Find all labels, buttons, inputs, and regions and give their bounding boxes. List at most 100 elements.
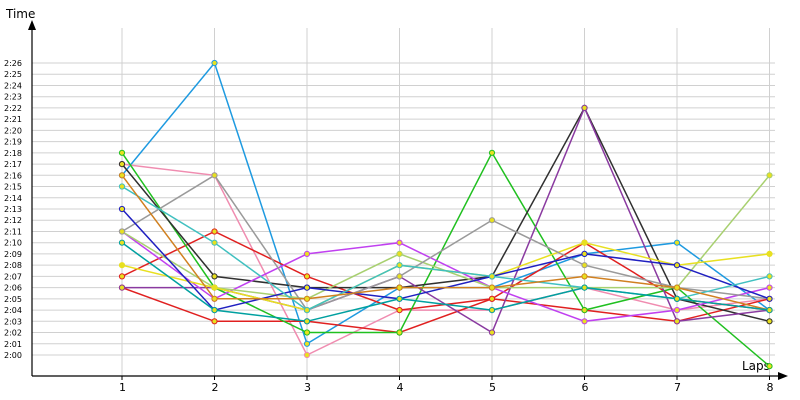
y-axis-arrow-icon: [28, 20, 36, 30]
data-point: [766, 295, 773, 302]
series-15: [118, 239, 773, 325]
data-point: [581, 104, 588, 112]
data-point: [396, 284, 403, 291]
series-2: [118, 161, 773, 359]
y-tick-label: 2:02: [4, 329, 22, 338]
axis-layer: Time Laps: [5, 7, 788, 380]
x-tick-label: 7: [674, 381, 681, 394]
data-point: [766, 250, 773, 257]
data-point: [581, 262, 588, 269]
data-point: [118, 172, 126, 179]
y-tick-label: 2:07: [4, 272, 22, 281]
data-point: [673, 318, 681, 325]
data-point: [211, 273, 218, 280]
data-point: [118, 262, 126, 269]
data-point: [488, 149, 496, 156]
series-line: [121, 174, 771, 300]
series-line: [121, 61, 770, 345]
y-tick-label: 2:19: [4, 138, 22, 147]
data-point: [211, 295, 218, 302]
y-tick-label: 2:11: [4, 227, 22, 236]
data-point: [118, 273, 126, 280]
x-tick-label: 5: [489, 381, 496, 394]
data-point: [303, 284, 311, 291]
tick-layer: 2:00 2:01 2:02 2:03 2:04 2:05 2:06 2:07 2:08 2:09…: [4, 59, 774, 394]
y-tick-label: 2:15: [4, 183, 22, 192]
data-point: [673, 262, 681, 269]
data-point: [488, 329, 496, 336]
y-tick-label: 2:09: [4, 250, 22, 259]
data-point: [303, 273, 311, 280]
data-point: [581, 307, 588, 314]
y-tick-label: 2:21: [4, 115, 22, 124]
data-point: [766, 172, 773, 179]
data-point: [211, 239, 218, 246]
data-point: [766, 307, 773, 314]
data-point: [488, 273, 496, 280]
data-point: [396, 307, 403, 314]
data-point: [766, 318, 773, 325]
y-tick-label: 2:00: [4, 351, 22, 360]
data-point: [211, 284, 218, 291]
series-line: [121, 174, 770, 312]
data-point: [211, 172, 218, 179]
series-1: [118, 59, 773, 347]
x-tick-label: 2: [212, 381, 219, 394]
data-point: [396, 273, 403, 280]
series-5: [118, 149, 773, 370]
y-tick-label: 2:08: [4, 261, 22, 270]
data-point: [303, 295, 311, 302]
data-point: [118, 205, 126, 213]
x-tick-label: 4: [397, 381, 404, 394]
data-point: [303, 318, 311, 325]
series-line: [121, 208, 770, 311]
y-tick-label: 2:25: [4, 70, 22, 79]
data-point: [581, 250, 588, 257]
y-tick-label: 2:17: [4, 160, 22, 169]
y-tick-label: 2:22: [4, 104, 22, 113]
data-point: [211, 228, 218, 235]
y-tick-label: 2:14: [4, 194, 22, 203]
x-tick-label: 6: [582, 381, 589, 394]
data-point: [766, 273, 773, 280]
series-6: [118, 104, 773, 325]
y-tick-label: 2:18: [4, 149, 22, 158]
data-point: [581, 318, 588, 325]
y-tick-label: 2:01: [4, 340, 22, 349]
data-point: [581, 273, 588, 280]
data-point: [118, 161, 126, 168]
data-point: [303, 250, 311, 257]
data-point: [118, 239, 126, 246]
y-tick-label: 2:16: [4, 171, 22, 180]
series-line: [121, 106, 770, 323]
data-point: [396, 262, 403, 269]
data-point: [303, 340, 311, 347]
series-line: [121, 242, 770, 323]
data-point: [488, 284, 496, 291]
data-point: [118, 284, 126, 291]
data-point: [673, 295, 681, 302]
data-point: [581, 284, 588, 291]
data-point: [303, 307, 311, 314]
x-axis-label: Laps: [742, 359, 770, 373]
data-point: [396, 329, 403, 336]
data-point: [673, 239, 681, 246]
data-point: [211, 318, 218, 325]
series-layer: [118, 59, 773, 370]
data-point: [118, 183, 126, 190]
series-line: [121, 174, 770, 311]
y-tick-label: 2:10: [4, 239, 22, 248]
data-point: [488, 295, 496, 302]
x-axis-arrow-icon: [778, 372, 788, 380]
data-point: [396, 239, 403, 246]
y-axis-label: Time: [5, 7, 35, 21]
y-tick-label: 2:05: [4, 295, 22, 304]
x-tick-label: 3: [304, 381, 311, 394]
data-point: [488, 307, 496, 314]
data-point: [118, 149, 126, 156]
data-point: [488, 217, 496, 224]
y-tick-label: 2:26: [4, 59, 22, 68]
series-line: [121, 151, 770, 367]
